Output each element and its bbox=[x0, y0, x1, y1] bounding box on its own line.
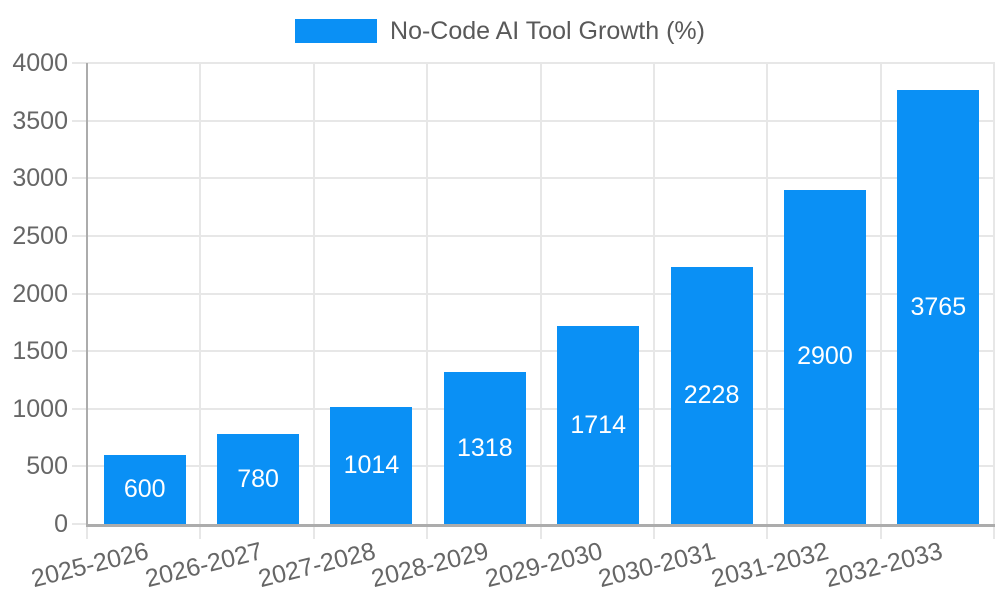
x-tick-label: 2027-2028 bbox=[255, 537, 379, 594]
x-tick-mark bbox=[86, 524, 88, 539]
x-gridline bbox=[539, 63, 542, 524]
x-tick-label: 2028-2029 bbox=[368, 537, 492, 594]
y-tick-mark bbox=[72, 407, 88, 410]
x-tick-label: 2031-2032 bbox=[708, 537, 832, 594]
y-tick-label: 3500 bbox=[12, 106, 68, 135]
y-tick-mark bbox=[72, 62, 88, 64]
y-tick-mark bbox=[72, 177, 88, 180]
x-gridline bbox=[652, 63, 655, 524]
bar[interactable]: 2900 bbox=[783, 189, 866, 524]
y-tick-label: 1000 bbox=[12, 394, 68, 423]
x-tick-label: 2032-2033 bbox=[822, 537, 946, 594]
y-tick-label: 2000 bbox=[12, 279, 68, 308]
x-gridline bbox=[426, 63, 429, 524]
y-tick-mark bbox=[72, 119, 88, 122]
x-tick-label: 2026-2027 bbox=[142, 537, 265, 594]
bar-value-label: 2228 bbox=[683, 381, 740, 410]
y-tick-label: 0 bbox=[54, 510, 68, 538]
y-tick-mark bbox=[72, 350, 88, 353]
x-tick-label: 2025-2026 bbox=[28, 537, 152, 594]
y-tick-mark bbox=[72, 523, 88, 525]
x-gridline bbox=[312, 63, 315, 524]
legend[interactable]: No-Code AI Tool Growth (%) bbox=[0, 17, 1000, 45]
y-tick-label: 4000 bbox=[12, 49, 68, 77]
x-gridline bbox=[766, 63, 769, 524]
y-tick-label: 500 bbox=[26, 452, 68, 481]
y-gridline bbox=[88, 234, 995, 237]
bar-value-label: 3765 bbox=[910, 292, 967, 321]
x-tick-mark bbox=[993, 524, 995, 539]
y-tick-label: 2500 bbox=[12, 221, 68, 250]
x-tick-mark bbox=[879, 524, 882, 539]
y-gridline bbox=[88, 62, 995, 64]
x-gridline bbox=[993, 63, 995, 524]
bar-value-label: 600 bbox=[123, 474, 166, 503]
bar[interactable]: 1318 bbox=[443, 372, 526, 524]
bar-value-label: 1714 bbox=[570, 410, 626, 439]
bar-value-label: 2900 bbox=[797, 342, 853, 371]
bar-value-label: 780 bbox=[237, 464, 279, 493]
y-gridline bbox=[88, 292, 995, 295]
bar[interactable]: 3765 bbox=[897, 90, 980, 524]
legend-swatch bbox=[295, 19, 378, 43]
x-tick-mark bbox=[199, 524, 202, 539]
y-tick-mark bbox=[72, 465, 88, 468]
x-tick-mark bbox=[539, 524, 542, 539]
y-tick-mark bbox=[72, 292, 88, 295]
x-tick-mark bbox=[766, 524, 769, 539]
y-gridline bbox=[88, 465, 995, 468]
y-gridline bbox=[88, 350, 995, 353]
bar[interactable]: 2228 bbox=[670, 267, 753, 524]
y-tick-mark bbox=[72, 234, 88, 237]
x-gridline bbox=[199, 63, 202, 524]
x-tick-mark bbox=[652, 524, 655, 539]
bar-value-label: 1318 bbox=[457, 433, 513, 462]
bar[interactable]: 1714 bbox=[557, 326, 640, 524]
x-axis-line bbox=[86, 524, 995, 527]
bar[interactable]: 600 bbox=[103, 454, 186, 524]
legend-series-label: No-Code AI Tool Growth (%) bbox=[390, 17, 705, 45]
bar[interactable]: 780 bbox=[217, 434, 300, 524]
y-gridline bbox=[88, 177, 995, 180]
x-tick-label: 2030-2031 bbox=[595, 537, 719, 594]
y-tick-label: 3000 bbox=[12, 164, 68, 193]
y-tick-label: 1500 bbox=[12, 337, 68, 366]
x-tick-mark bbox=[312, 524, 315, 539]
x-tick-mark bbox=[426, 524, 429, 539]
x-tick-label: 2029-2030 bbox=[482, 537, 605, 594]
bar-value-label: 1014 bbox=[343, 451, 400, 480]
x-gridline bbox=[879, 63, 882, 524]
y-axis-line bbox=[86, 63, 88, 524]
y-gridline bbox=[88, 407, 995, 410]
bar[interactable]: 1014 bbox=[330, 407, 413, 524]
y-gridline bbox=[88, 119, 995, 122]
